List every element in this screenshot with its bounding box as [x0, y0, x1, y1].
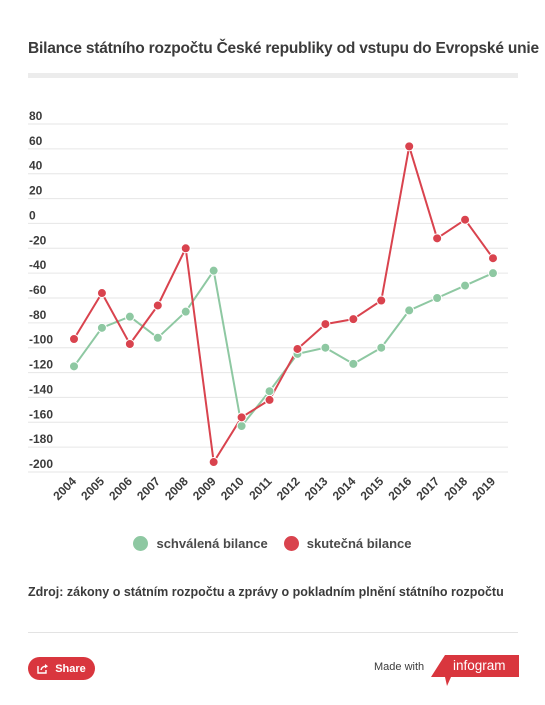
footer-divider: [28, 632, 518, 633]
data-point-actual: [292, 343, 303, 354]
chart-title: Bilance státního rozpočtu České republik…: [28, 40, 539, 57]
line-chart: 80 60 40 20 0 -20 -40 -60 -80 -100 -120 -140 -160 -18…: [28, 109, 508, 503]
title-divider: [28, 73, 518, 78]
y-tick-label: -80: [29, 308, 47, 322]
y-tick-label: -100: [29, 333, 53, 347]
data-point-approved: [264, 386, 275, 397]
data-point-approved: [96, 322, 107, 333]
x-tick-label: 2014: [330, 474, 359, 503]
data-point-actual: [320, 319, 331, 330]
legend-swatch-approved: [133, 535, 149, 551]
legend-item-approved[interactable]: schválená bilance: [133, 535, 268, 551]
data-point-approved: [488, 268, 498, 279]
data-point-approved: [404, 305, 415, 316]
data-point-actual: [96, 288, 107, 299]
infogram-brand-text: infogram: [453, 658, 506, 673]
data-point-approved: [320, 342, 331, 353]
data-point-approved: [69, 361, 79, 372]
x-tick-label: 2016: [386, 474, 415, 503]
data-point-actual: [376, 295, 387, 306]
x-tick-label: 2011: [246, 474, 275, 503]
x-tick-label: 2019: [469, 474, 498, 503]
data-point-actual: [432, 233, 443, 244]
x-tick-label: 2012: [274, 474, 303, 503]
data-point-actual: [69, 334, 79, 345]
legend-label-approved: schválená bilance: [156, 535, 268, 551]
data-point-actual: [124, 338, 135, 349]
data-point-approved: [152, 332, 163, 343]
x-tick-label: 2008: [162, 474, 191, 503]
y-tick-label: -40: [29, 258, 47, 272]
data-point-approved: [376, 342, 387, 353]
y-tick-label: -160: [29, 407, 53, 421]
share-button[interactable]: Share: [28, 657, 95, 680]
x-tick-label: 2015: [358, 474, 387, 503]
y-tick-label: 0: [29, 208, 36, 222]
series-layer: [69, 141, 498, 468]
x-tick-label: 2007: [134, 474, 163, 503]
y-tick-label: -180: [29, 432, 53, 446]
data-point-approved: [348, 358, 359, 369]
data-point-approved: [460, 280, 471, 291]
data-point-approved: [180, 306, 191, 317]
x-tick-label: 2009: [190, 474, 219, 503]
data-point-actual: [236, 412, 247, 423]
data-point-actual: [152, 300, 163, 311]
data-point-approved: [208, 265, 219, 276]
chart-legend: schválená bilance skutečná bilance: [0, 533, 545, 553]
data-point-actual: [180, 243, 191, 254]
data-point-actual: [460, 214, 471, 225]
legend-label-actual: skutečná bilance: [306, 535, 412, 551]
y-tick-label: 80: [29, 109, 43, 123]
y-tick-label: -60: [29, 283, 47, 297]
share-label: Share: [55, 662, 86, 675]
made-with-label: Made with: [374, 661, 425, 673]
data-point-actual: [208, 457, 219, 468]
x-tick-label: 2010: [218, 474, 247, 503]
x-tick-label: 2013: [302, 474, 331, 503]
x-tick-label: 2005: [78, 474, 107, 503]
share-icon: [37, 663, 49, 674]
legend-item-actual[interactable]: skutečná bilance: [283, 535, 412, 551]
x-tick-label: 2017: [413, 474, 442, 503]
data-point-approved: [124, 311, 135, 322]
x-tick-label: 2018: [441, 474, 470, 503]
data-point-actual: [404, 141, 415, 152]
y-tick-label: 60: [29, 134, 43, 148]
y-axis-ticks: 80 60 40 20 0 -20 -40 -60 -80 -100 -120 -140 -160 -18…: [29, 109, 53, 471]
y-tick-label: -120: [29, 358, 53, 372]
data-point-approved: [432, 293, 443, 303]
data-point-actual: [488, 253, 498, 264]
x-axis-ticks: 2004 2005 2006 2007 2008 2009 2010 2011 2012 2013…: [50, 474, 498, 503]
series-line-actual: [73, 145, 494, 464]
y-tick-label: -200: [29, 457, 53, 471]
data-point-approved: [236, 421, 247, 432]
y-tick-label: 20: [29, 184, 43, 198]
source-note: Zdroj: zákony o státním rozpočtu a zpráv…: [28, 585, 504, 599]
infogram-logo[interactable]: infogram: [431, 655, 519, 687]
data-point-actual: [264, 394, 275, 405]
y-tick-label: -20: [29, 233, 47, 247]
y-tick-label: -140: [29, 382, 53, 396]
x-tick-label: 2006: [106, 474, 135, 503]
series-line-approved: [73, 269, 494, 427]
data-point-actual: [348, 314, 359, 325]
legend-swatch-actual: [283, 535, 299, 551]
y-tick-label: 40: [29, 159, 43, 173]
x-tick-label: 2004: [50, 474, 79, 503]
